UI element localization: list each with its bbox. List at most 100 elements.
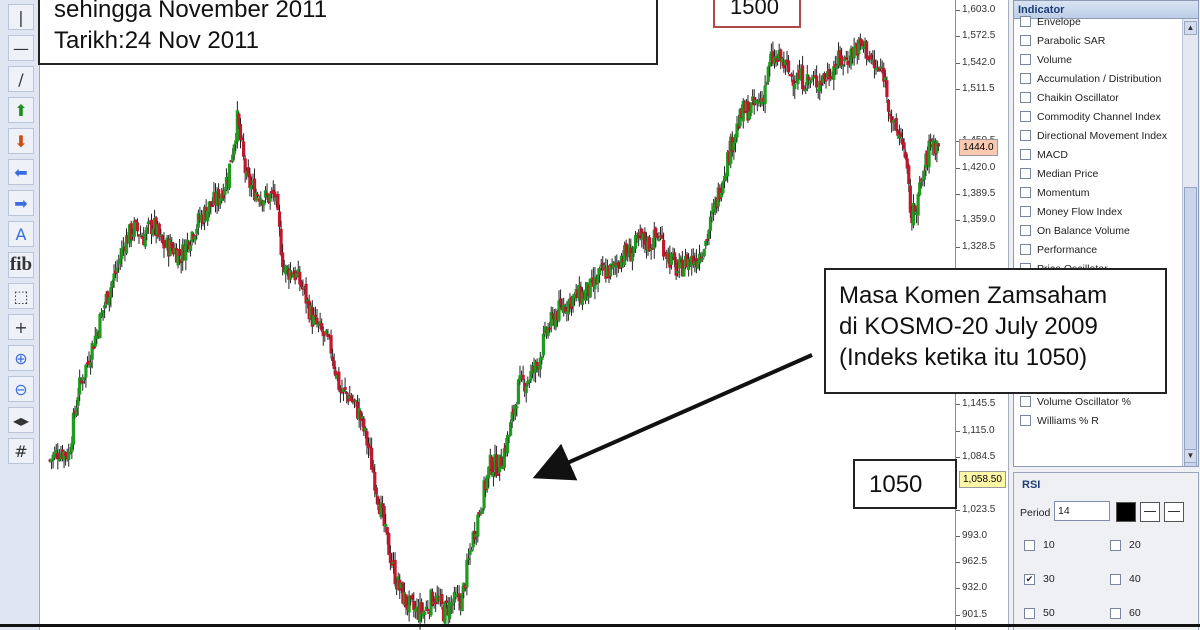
trend-line-tool-icon[interactable]: / — [8, 66, 34, 92]
indicator-checkbox[interactable] — [1020, 73, 1031, 84]
bottom-divider — [0, 624, 1200, 627]
down-arrow-tool-icon[interactable]: ⬇ — [8, 128, 34, 154]
candle-up — [452, 591, 457, 603]
candle-down — [896, 130, 900, 136]
indicator-label: Money Flow Index — [1037, 205, 1123, 218]
candle-up — [407, 595, 411, 613]
vertical-line-tool-icon[interactable]: | — [8, 4, 34, 30]
price-chart[interactable] — [40, 0, 955, 630]
candle-up — [107, 297, 111, 306]
horizontal-line-tool-icon[interactable]: — — [8, 35, 34, 61]
indicator-item[interactable]: Money Flow Index — [1020, 203, 1122, 220]
indicator-checkbox[interactable] — [1020, 168, 1031, 179]
indicator-item[interactable]: Accumulation / Distribution — [1020, 70, 1161, 87]
right-arrow-tool-icon[interactable]: ➡ — [8, 190, 34, 216]
candle-up — [622, 245, 627, 266]
scroll-down-icon[interactable]: ▼ — [1184, 449, 1197, 463]
fibonacci-tool-icon[interactable]: fib — [8, 252, 34, 278]
indicator-checkbox[interactable] — [1020, 111, 1031, 122]
scroll-up-icon[interactable]: ▲ — [1184, 21, 1197, 35]
checkbox[interactable] — [1110, 607, 1121, 619]
indicator-checkbox[interactable] — [1020, 35, 1031, 46]
candle-down — [426, 608, 430, 612]
indicator-scrollbar[interactable]: ▲ ▼ — [1182, 19, 1198, 466]
indicator-item[interactable]: Median Price — [1020, 165, 1098, 182]
indicator-label: Chaikin Oscillator — [1037, 91, 1119, 104]
top-annotation-box: sehingga November 2011 Tarikh:24 Nov 201… — [38, 0, 658, 65]
indicator-item[interactable]: On Balance Volume — [1020, 222, 1130, 239]
indicator-checkbox[interactable] — [1020, 225, 1031, 236]
indicator-checkbox[interactable] — [1020, 92, 1031, 103]
indicator-checkbox[interactable] — [1020, 130, 1031, 141]
indicator-item[interactable]: Parabolic SAR — [1020, 32, 1105, 49]
select-rectangle-tool-icon[interactable]: ⬚ — [8, 283, 34, 309]
indicator-item[interactable]: Envelope — [1020, 13, 1081, 30]
candle-down — [705, 238, 709, 241]
candle-up — [811, 76, 816, 79]
candlestick-plot — [48, 33, 941, 630]
up-arrow-tool-icon[interactable]: ⬆ — [8, 97, 34, 123]
indicator-checkbox[interactable] — [1020, 206, 1031, 217]
candle-down — [387, 533, 391, 555]
line-style-swatch-1[interactable] — [1140, 502, 1160, 522]
candle-up — [232, 144, 236, 155]
line-style-swatch-2[interactable] — [1164, 502, 1184, 522]
indicator-checkbox[interactable] — [1020, 396, 1031, 407]
rsi-option-30[interactable]: ✔ 30 — [1024, 573, 1055, 585]
indicator-item[interactable]: Performance — [1020, 241, 1097, 258]
zoom-out-tool-icon[interactable]: ⊖ — [8, 376, 34, 402]
left-arrow-tool-icon[interactable]: ⬅ — [8, 159, 34, 185]
candle-up — [549, 311, 553, 327]
candle-down — [135, 222, 140, 232]
candle-down — [860, 39, 864, 47]
indicator-item[interactable]: Chaikin Oscillator — [1020, 89, 1119, 106]
candle-up — [918, 182, 922, 196]
checked-checkbox-icon[interactable]: ✔ — [1024, 573, 1035, 585]
price-tick: 932.0 — [955, 582, 988, 594]
indicator-checkbox[interactable] — [1020, 415, 1031, 426]
rsi-option-50[interactable]: 50 — [1024, 607, 1055, 619]
rsi-option-10[interactable]: 10 — [1024, 539, 1055, 551]
price-tick: 993.0 — [955, 529, 988, 541]
indicator-item[interactable]: Volume — [1020, 51, 1072, 68]
indicator-item[interactable]: Commodity Channel Index — [1020, 108, 1161, 125]
indicator-checkbox[interactable] — [1020, 187, 1031, 198]
color-swatch-black[interactable] — [1116, 502, 1136, 522]
indicator-checkbox[interactable] — [1020, 244, 1031, 255]
candle-down — [886, 99, 891, 112]
pan-tool-icon[interactable]: ◂▸ — [8, 407, 34, 433]
rsi-option-40[interactable]: 40 — [1110, 573, 1141, 585]
zoom-in-tool-icon[interactable]: ⊕ — [8, 345, 34, 371]
period-input[interactable]: 14 — [1054, 501, 1110, 521]
indicator-checkbox[interactable] — [1020, 54, 1031, 65]
indicator-item[interactable]: MACD — [1020, 146, 1068, 163]
candle-up — [341, 388, 346, 392]
indicator-label: Volume — [1037, 53, 1073, 66]
indicator-checkbox[interactable] — [1020, 149, 1031, 160]
candle-down — [824, 79, 828, 82]
candle-up — [487, 466, 491, 479]
candle-up — [704, 240, 708, 247]
candle-down — [643, 231, 647, 245]
scroll-thumb[interactable] — [1184, 187, 1197, 466]
indicator-item[interactable]: Volume Oscillator % — [1020, 393, 1131, 410]
indicator-item[interactable]: Directional Movement Index — [1020, 127, 1167, 144]
rsi-option-60[interactable]: 60 — [1110, 607, 1141, 619]
candle-up — [524, 385, 528, 394]
rsi-option-20[interactable]: 20 — [1110, 539, 1141, 551]
text-tool-icon[interactable]: A — [8, 221, 34, 247]
candle-down — [691, 255, 695, 264]
checkbox[interactable] — [1110, 573, 1121, 585]
indicator-item[interactable]: Williams % R — [1020, 412, 1099, 429]
indicator-checkbox[interactable] — [1020, 16, 1031, 27]
checkbox[interactable] — [1024, 607, 1035, 619]
checkbox[interactable] — [1024, 539, 1035, 551]
checkbox[interactable] — [1110, 539, 1121, 551]
candle-up — [780, 58, 784, 63]
candle-down — [393, 559, 397, 585]
candle-down — [680, 259, 684, 277]
grid-tool-icon[interactable]: # — [8, 438, 34, 464]
candle-up — [312, 314, 316, 326]
crosshair-tool-icon[interactable]: + — [8, 314, 34, 340]
indicator-item[interactable]: Momentum — [1020, 184, 1090, 201]
